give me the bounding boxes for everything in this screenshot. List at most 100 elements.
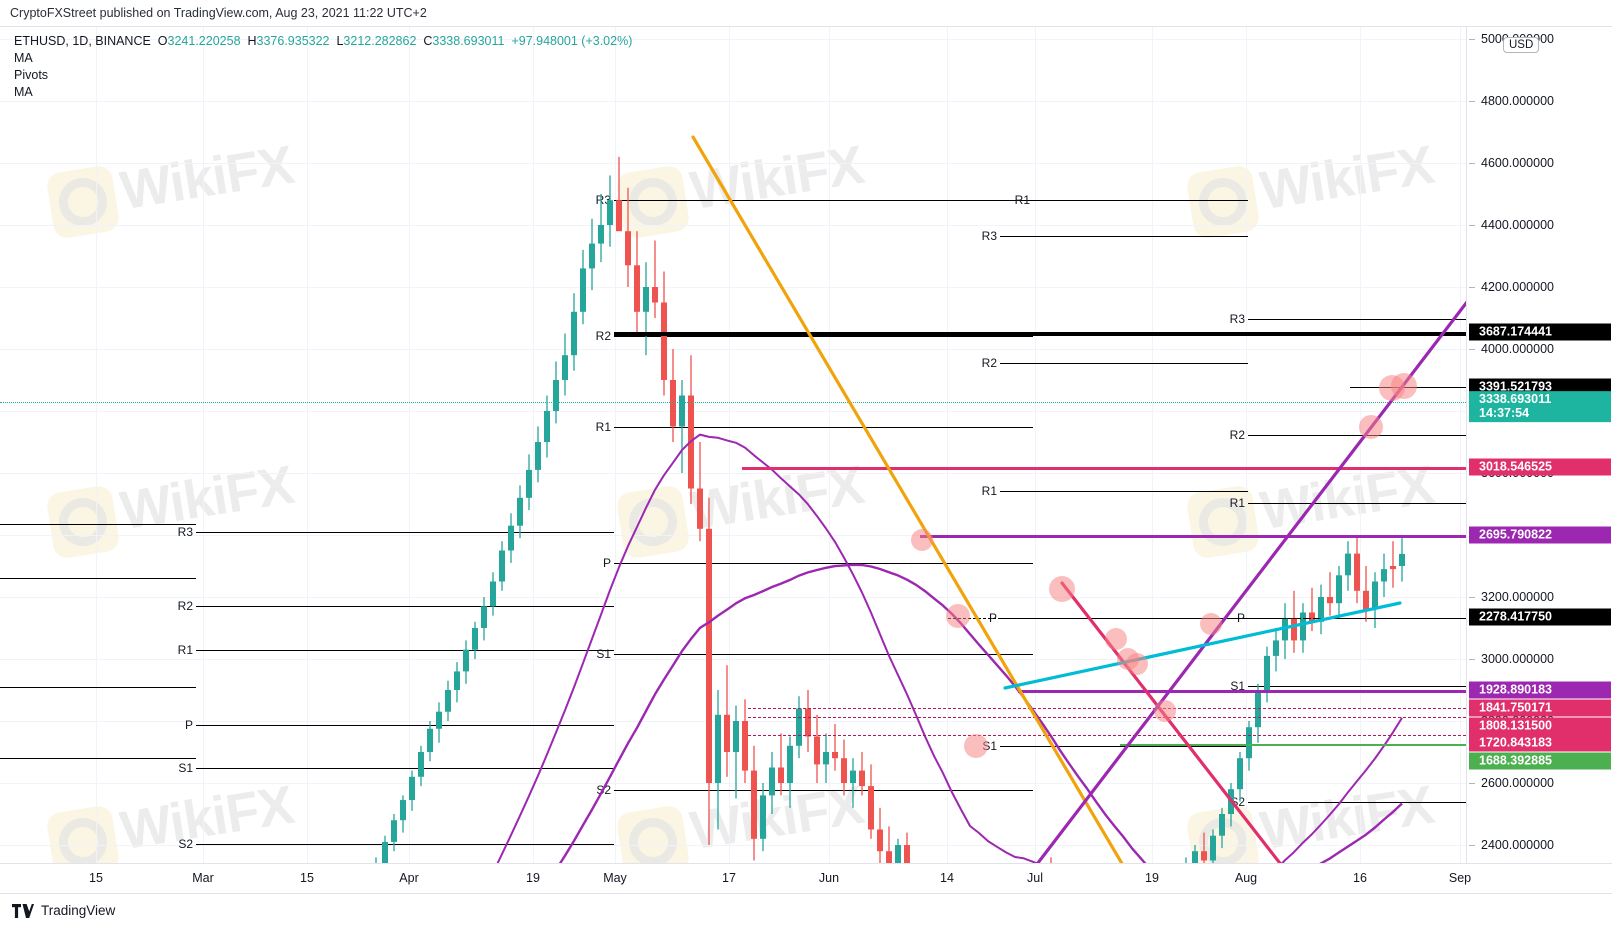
price-badge-value: 3338.693011 (1479, 392, 1552, 407)
footer-brand: TradingView (41, 903, 116, 918)
legend-close-label: C (423, 34, 433, 48)
candle (1210, 829, 1216, 863)
candle (1219, 807, 1225, 849)
candle (895, 838, 901, 863)
candle (670, 349, 676, 442)
gridline-horizontal (0, 783, 1466, 784)
resistance-2695[interactable] (920, 535, 1466, 538)
candle (1291, 590, 1297, 653)
gridline-horizontal (0, 535, 1466, 536)
legend-indicator-ma-2[interactable]: MA (14, 85, 33, 99)
candle (391, 814, 397, 852)
legend-symbol[interactable]: ETHUSD, 1D, BINANCE (14, 34, 151, 48)
support-1928[interactable] (1018, 690, 1466, 693)
purple-uptrend[interactable] (1018, 285, 1466, 864)
candle (571, 293, 577, 371)
price-tick: 2400.000000 (1467, 838, 1612, 852)
gridline-horizontal (0, 411, 1466, 412)
currency-chip[interactable]: USD (1503, 37, 1540, 53)
candle (742, 699, 748, 783)
legend-indicator-pivots[interactable]: Pivots (14, 68, 49, 82)
pivot-label-r3: R3 (981, 229, 997, 243)
last-price-line[interactable] (0, 402, 1466, 403)
candle (706, 497, 712, 845)
price-badge[interactable]: 1928.890183 (1469, 681, 1611, 699)
gridline-vertical (1035, 27, 1036, 863)
price-badge[interactable]: 1688.392885 (1469, 752, 1611, 770)
candle (1354, 535, 1360, 604)
candle (1282, 603, 1288, 659)
price-tick: 5000.000000 (1467, 32, 1612, 46)
highlight-dot (911, 529, 933, 551)
highlight-dot (1154, 700, 1176, 722)
candle (589, 218, 595, 291)
legend-indicator-ma-1[interactable]: MA (14, 51, 33, 65)
time-label: Apr (399, 871, 419, 885)
time-label: 16 (1353, 871, 1367, 885)
support-1841[interactable] (748, 708, 1466, 709)
gridline-horizontal (0, 349, 1466, 350)
candle (436, 702, 442, 743)
candle (733, 705, 739, 799)
candle (850, 758, 856, 808)
legend-open-label: O (157, 34, 168, 48)
price-badge[interactable]: 2278.417750 (1469, 608, 1611, 626)
price-badge[interactable]: 1808.131500 (1469, 717, 1611, 735)
price-badge[interactable]: 1841.750171 (1469, 699, 1611, 717)
pivot-line-s2 (196, 844, 614, 845)
candle (796, 696, 802, 759)
candle (904, 832, 910, 863)
candle (1390, 541, 1396, 588)
price-badge[interactable]: 3338.693011 14:37:54 (1469, 391, 1611, 423)
gridline-vertical (947, 27, 948, 863)
chart-pane[interactable]: WikiFX WikiFX WikiFX WikiFX WikiFX WikiFX Wiki… (0, 26, 1466, 864)
time-axis[interactable]: 15 Mar 15 Apr 19 May 17 Jun 14 Jul 19 Aug 16 Sep (0, 864, 1612, 894)
gridline-horizontal (0, 163, 1466, 164)
pivot-line-s1 (1000, 746, 1248, 747)
price-badge[interactable]: 2695.790822 (1469, 526, 1611, 544)
candle (1381, 553, 1387, 597)
gridline-vertical (96, 27, 97, 863)
candle (418, 745, 424, 787)
highlight-dot (1200, 613, 1222, 635)
resistance-3018[interactable] (742, 467, 1466, 470)
cyan-uptrend[interactable] (1003, 601, 1402, 690)
gridline-horizontal (0, 101, 1466, 102)
candle (1300, 603, 1306, 653)
chart-legend: ETHUSD, 1D, BINANCE O3241.220258 H3376.9… (14, 33, 632, 101)
candle (823, 733, 829, 783)
pivot-label-p: P (184, 718, 193, 732)
pivot-label-r3: R3 (1229, 312, 1245, 326)
price-axis[interactable]: 5000.000000 4800.000000 4600.000000 4400.00… (1466, 26, 1612, 864)
price-tick: 4000.000000 (1467, 342, 1612, 356)
trendline-svg[interactable] (0, 27, 1466, 864)
candle (643, 262, 649, 356)
legend-high-label: H (247, 34, 257, 48)
gridline-horizontal (0, 659, 1466, 660)
gridline-horizontal (0, 597, 1466, 598)
candle (832, 724, 838, 771)
crimson-downtrend[interactable] (1060, 581, 1300, 864)
price-badge[interactable]: 3687.174441 (1469, 323, 1611, 341)
candle (544, 395, 550, 458)
price-badge[interactable]: 3018.546525 (1469, 458, 1611, 476)
resistance-3687[interactable] (614, 332, 1466, 336)
pivot-line-r2 (0, 578, 196, 579)
price-badge[interactable]: 1720.843183 (1469, 734, 1611, 752)
price-tick: 3000.000000 (1467, 652, 1612, 666)
pivot-label-r3: R3 (177, 525, 193, 539)
pivot-line-r2 (614, 336, 1033, 337)
orange-downtrend[interactable] (691, 135, 1137, 864)
pivot-line-p (0, 758, 196, 759)
candle (1345, 541, 1351, 591)
pivot-line-r1 (614, 427, 1033, 428)
support-1808[interactable] (748, 717, 1466, 718)
support-1720[interactable] (748, 735, 1466, 736)
footer: TradingView (12, 903, 115, 918)
candle (1192, 845, 1198, 863)
support-1688[interactable] (1120, 744, 1466, 746)
candle (490, 572, 496, 616)
candle (778, 733, 784, 796)
candle (517, 485, 523, 539)
publication-line: CryptoFXStreet published on TradingView.… (10, 6, 427, 20)
